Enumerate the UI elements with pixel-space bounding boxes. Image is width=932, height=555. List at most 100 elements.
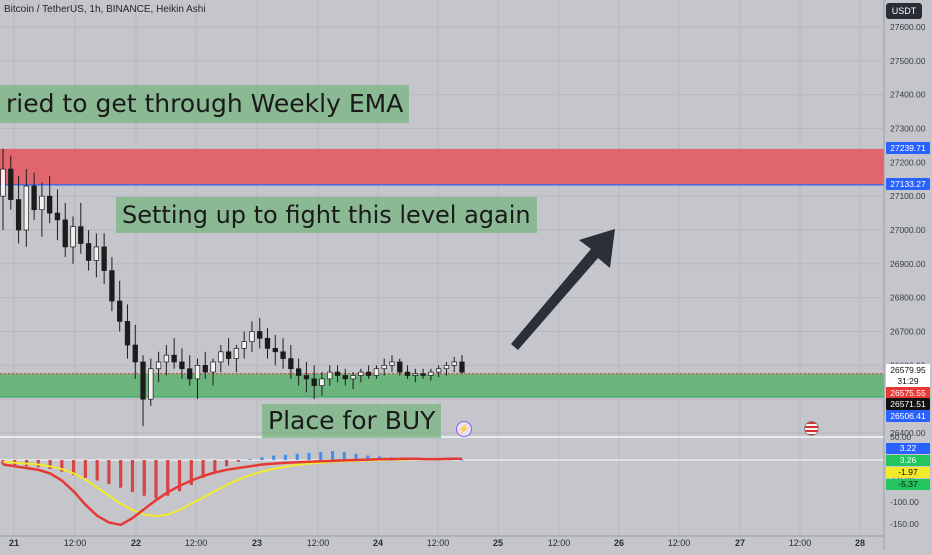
histogram-bar-13 [154,460,158,499]
candle-body-41 [319,378,325,386]
histogram-bar-14 [166,460,170,496]
y-tick-label-7: 26900.00 [890,259,926,269]
resistance-zone [0,148,884,185]
macd-line [2,457,462,527]
x-tick-label-9: 12:00 [548,538,571,548]
candle-body-9 [70,226,76,248]
histogram-bar-7 [83,460,87,478]
histogram-bar-4 [48,460,52,469]
candle-body-21 [163,354,170,363]
price-tag-last: 26579.95 [886,364,930,376]
y-tick-label-0: 27600.00 [890,22,926,32]
histogram-bar-30 [354,453,358,460]
candle-body-12 [93,246,100,261]
candle-body-5 [39,195,45,211]
histogram-bar-27 [319,451,323,460]
x-tick-label-11: 12:00 [668,538,691,548]
currency-button[interactable]: USDT [886,3,922,19]
candle-body-46 [358,371,364,376]
y-tick-label-3: 27300.00 [890,124,926,134]
y-tick-label-12: 26400.00 [890,428,926,438]
x-tick-label-13: 12:00 [789,538,812,548]
candle-body-54 [420,373,426,376]
indicator-tag-1: 3.22 [886,443,930,454]
indicator-tag-4: -5.37 [886,479,930,490]
candle-body-31 [241,341,247,349]
y-tick-label-2: 27400.00 [890,90,926,100]
histogram-bar-17 [201,460,205,478]
candle-body-42 [327,371,333,380]
histogram-bar-22 [260,457,264,460]
x-tick-label-3: 12:00 [185,538,208,548]
annotation-weekly-ema: ried to get through Weekly EMA [0,85,410,123]
x-tick-label-0: 21 [9,538,19,548]
candle-body-52 [404,371,411,376]
x-tick-label-10: 26 [614,538,624,548]
annotation-fight-level: Setting up to fight this level again [116,197,537,233]
candle-body-44 [342,375,348,380]
candle-body-37 [288,358,294,370]
candle-body-3 [23,185,29,231]
candle-body-7 [54,212,61,221]
annotation-buy-zone: Place for BUY [262,404,442,438]
price-tag-red: 26575.55 [886,387,930,399]
candle-body-29 [225,351,232,359]
candle-body-30 [233,348,240,359]
candle-body-15 [117,300,123,322]
candle-body-20 [155,361,162,370]
candle-body-51 [397,361,403,373]
indicator-tick-3: -150.00 [890,519,919,529]
candle-body-11 [85,243,92,261]
candle-body-19 [148,368,154,400]
histogram-bar-18 [213,460,217,472]
histogram-bar-31 [366,455,370,460]
candle-body-1 [8,168,14,200]
x-tick-label-6: 24 [373,538,383,548]
candle-body-45 [350,375,356,380]
indicator-tick-2: -100.00 [890,497,919,507]
candle-body-25 [194,364,201,380]
x-tick-label-4: 23 [252,538,262,548]
indicator-tick-0: 50.00 [890,432,912,442]
histogram-bar-28 [330,451,335,460]
candle-body-4 [31,185,37,211]
histogram-bar-8 [95,460,99,481]
candle-body-6 [47,195,53,214]
lightning-icon[interactable]: ⚡ [456,421,472,437]
candle-body-23 [179,361,185,370]
histogram-bar-19 [225,460,229,467]
histogram-bar-23 [272,455,276,460]
histogram-bar-12 [142,460,146,496]
histogram-bar-29 [342,451,346,460]
candle-body-35 [272,348,278,353]
us-flag-icon[interactable] [804,421,819,436]
candle-body-16 [124,321,131,346]
x-tick-label-1: 12:00 [64,538,87,548]
symbol-title: Bitcoin / TetherUS, 1h, BINANCE, Heikin … [4,4,206,15]
y-tick-label-1: 27500.00 [890,56,926,66]
candle-body-34 [264,337,271,349]
y-tick-label-5: 27100.00 [890,191,926,201]
candle-body-28 [218,351,224,363]
candle-body-38 [295,368,302,376]
histogram-bar-6 [72,460,76,476]
histogram-bar-39 [460,459,464,461]
x-tick-label-14: 28 [855,538,865,548]
candle-body-47 [365,371,372,376]
candle-body-53 [412,373,418,376]
candle-body-39 [303,375,310,380]
candle-body-58 [451,361,457,366]
y-tick-label-9: 26700.00 [890,327,926,337]
candle-body-13 [101,246,107,271]
histogram-bar-24 [283,454,288,460]
indicator-pane [0,437,884,536]
countdown-tag: 31:29 [886,375,930,387]
price-tag-blue: 26506.41 [886,410,930,422]
candle-body-27 [210,361,216,373]
y-tick-label-6: 27000.00 [890,225,926,235]
candle-body-2 [15,199,22,231]
x-tick-label-8: 25 [493,538,503,548]
histogram-bar-25 [295,453,299,460]
